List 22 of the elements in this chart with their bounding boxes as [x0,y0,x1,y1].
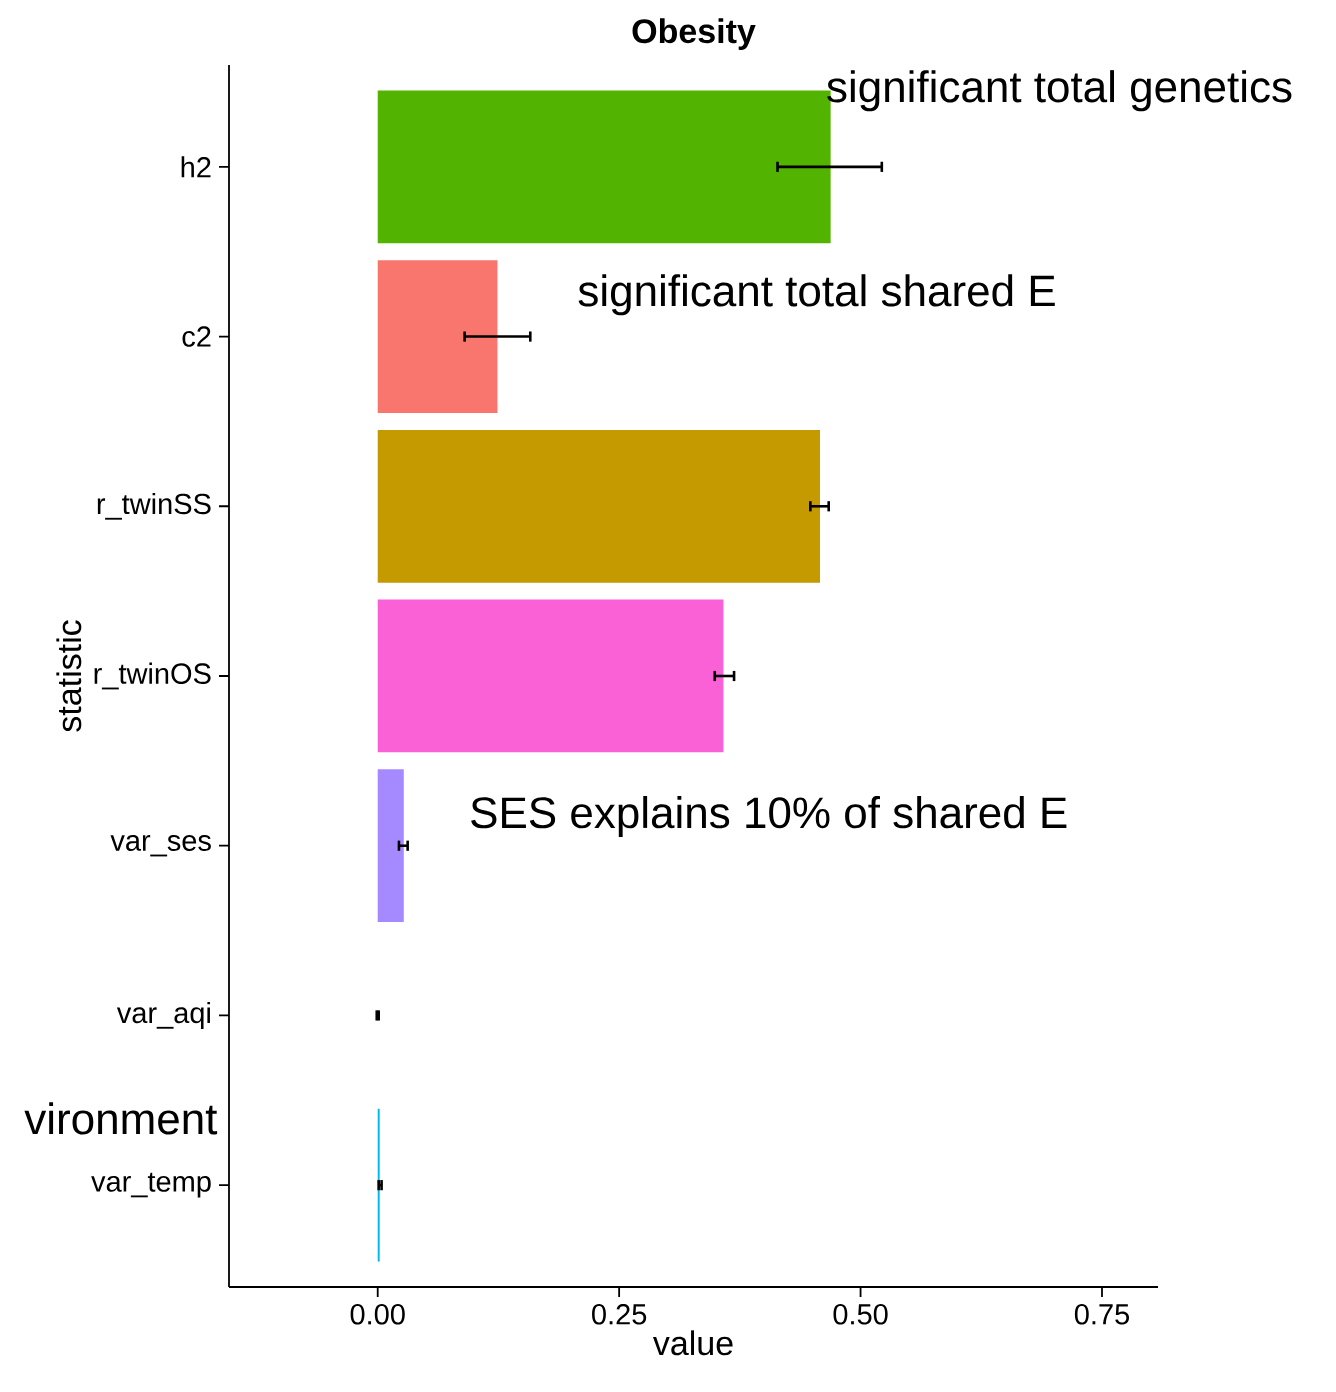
bar [377,260,498,413]
x-tick-label: 0.50 [833,1304,888,1325]
annotation: significant total genetics [827,70,1292,112]
chart-title: Obesity [632,18,756,50]
annotation: significant total shared E [578,274,1055,316]
y-tick-label: c2 [182,326,211,347]
y-tick-label: r_twinOS [94,662,211,690]
x-tick-label: 0.25 [592,1304,647,1325]
y-tick-label: var_aqi [116,1001,210,1029]
bar [377,429,820,583]
annotation: SES explains 10% of shared E [471,796,1067,838]
bar [377,599,724,753]
x-axis-title: value [652,1330,733,1356]
y-tick-label: r_twinSS [97,492,211,520]
bar [377,769,404,923]
x-tick-label: 0.75 [1074,1304,1130,1325]
y-tick-label: var_temp [91,1172,211,1198]
y-tick-label: var_ses [110,835,211,857]
y-axis-title: statistic [56,620,82,732]
y-tick-label: h2 [181,156,211,178]
x-tick-label: 0.00 [350,1304,405,1325]
text: vironment [24,1102,218,1135]
